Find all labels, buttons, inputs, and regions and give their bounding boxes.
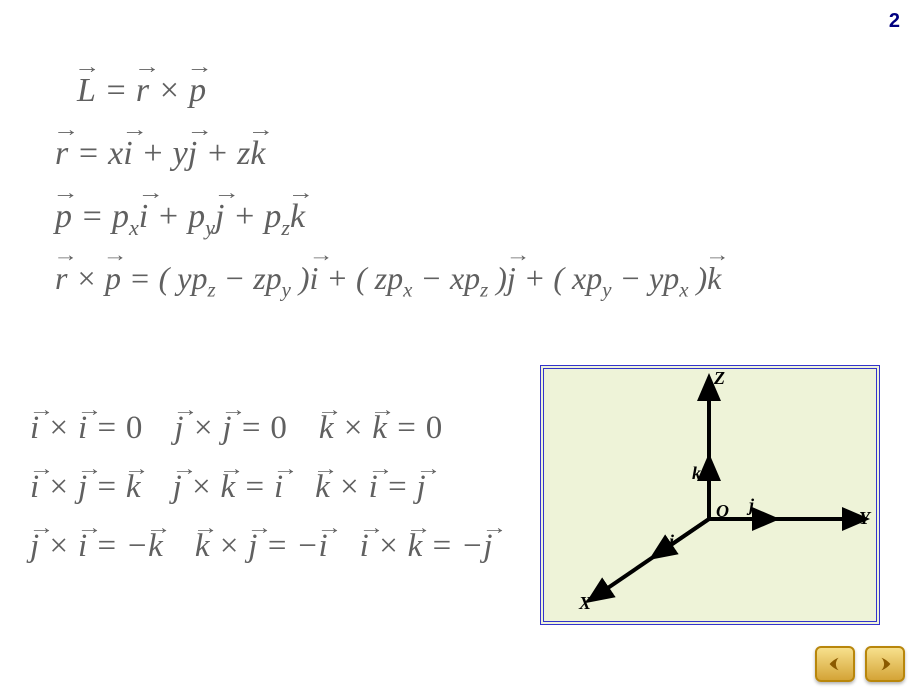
eq-momentum-vector: p = pxi + pyj + pzk: [55, 186, 721, 249]
j-label: j: [746, 495, 755, 515]
axes-svg: Z Y X O k j i: [544, 369, 876, 621]
z-label: Z: [713, 369, 725, 388]
eq-angular-momentum: L = r × p: [77, 60, 721, 123]
coordinate-system-diagram: Z Y X O k j i: [540, 365, 880, 625]
eq-cross-product-expansion: r × p = ( ypz − zpy )i + ( zpx − xpz )j …: [55, 249, 721, 310]
identities-row-3: j × i = −k k × j = −i i × k = −j: [30, 528, 492, 565]
page-number: 2: [889, 10, 900, 33]
x-label: X: [578, 593, 592, 613]
vec-L: L: [77, 60, 96, 123]
i-label: i: [669, 531, 674, 551]
eq-position-vector: r = xi + yj + zk: [55, 123, 721, 186]
identities-row-2: i × j = k j × k = i k × i = j: [30, 469, 492, 506]
equations-top-block: L = r × p r = xi + yj + zk p = pxi + pyj…: [55, 60, 721, 310]
cross-product-identities: i × i = 0 j × j = 0 k × k = 0 i × j = k …: [30, 410, 492, 587]
origin-label: O: [716, 501, 729, 521]
prev-icon: [826, 655, 844, 673]
identities-row-1: i × i = 0 j × j = 0 k × k = 0: [30, 410, 492, 447]
nav-buttons: [815, 646, 905, 682]
vec-r: r: [136, 60, 149, 123]
next-icon: [876, 655, 894, 673]
next-button[interactable]: [865, 646, 905, 682]
prev-button[interactable]: [815, 646, 855, 682]
y-label: Y: [859, 508, 872, 528]
k-label: k: [692, 463, 701, 483]
